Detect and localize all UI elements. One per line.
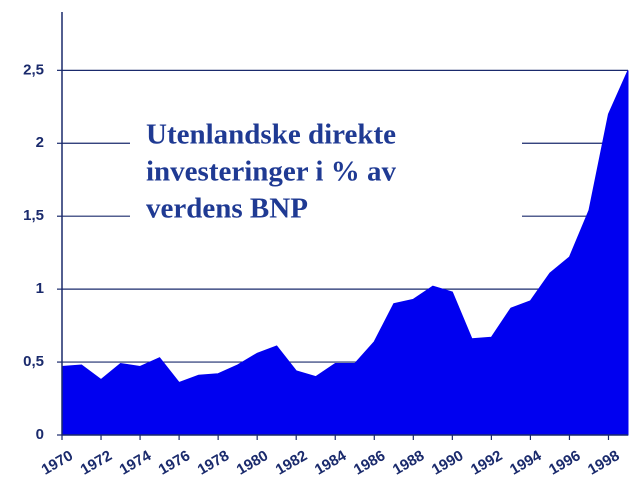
x-tick-label: 1980 xyxy=(234,447,271,478)
title-background xyxy=(130,112,522,238)
x-tick-label: 1970 xyxy=(39,447,76,478)
x-tick-label: 1994 xyxy=(507,447,545,479)
x-tick-label: 1982 xyxy=(273,447,310,478)
x-tick-label: 1996 xyxy=(546,447,583,478)
x-tick-label: 1992 xyxy=(468,447,505,478)
x-tick-label: 1998 xyxy=(585,447,622,478)
y-tick-label: 2 xyxy=(36,134,44,151)
chart-title: Utenlandske direkte xyxy=(146,119,396,151)
x-tick-label: 1984 xyxy=(312,447,350,479)
x-tick-label: 1986 xyxy=(351,447,388,478)
chart-title: investeringer i % av xyxy=(146,156,396,188)
x-tick-label: 1988 xyxy=(390,447,427,478)
x-tick-label: 1974 xyxy=(117,447,155,479)
x-tick-label: 1978 xyxy=(195,447,232,478)
x-tick-label: 1990 xyxy=(429,447,466,478)
chart-title: verdens BNP xyxy=(146,193,308,225)
x-tick-label: 1972 xyxy=(78,447,115,478)
y-tick-label: 0,5 xyxy=(23,353,44,370)
area xyxy=(61,70,629,436)
y-tick-label: 2,5 xyxy=(23,61,44,78)
y-tick-label: 0 xyxy=(36,426,44,443)
x-tick-label: 1976 xyxy=(156,447,193,478)
y-tick-label: 1,5 xyxy=(23,207,44,224)
y-tick-label: 1 xyxy=(36,280,44,297)
